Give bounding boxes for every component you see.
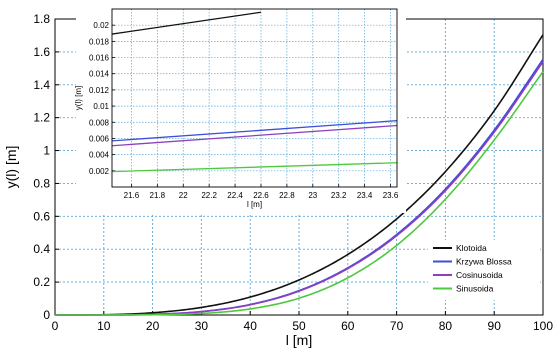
x-tick-label: 10 xyxy=(97,319,111,333)
y-tick-label: 1.6 xyxy=(33,45,50,59)
inset-x-tick-label: 22.4 xyxy=(227,191,243,200)
inset-background xyxy=(76,3,406,213)
inset-series-line-sinusoida xyxy=(112,162,397,173)
y-tick-label: 0.4 xyxy=(33,242,50,256)
legend-entry: Cosinusoida xyxy=(456,270,503,280)
y-tick-label: 0.2 xyxy=(33,275,50,289)
x-tick-label: 40 xyxy=(244,319,258,333)
x-tick-label: 0 xyxy=(52,319,59,333)
inset-y-tick-label: 0.012 xyxy=(89,86,110,95)
y-tick-label: 1.4 xyxy=(33,78,50,92)
inset-series-line-krzywa-blossa xyxy=(112,120,397,142)
inset-frame xyxy=(111,8,398,188)
inset-x-tick-label: 23.2 xyxy=(331,191,347,200)
x-axis-label: l [m] xyxy=(286,332,312,348)
inset-y-tick-label: 0.006 xyxy=(89,134,110,143)
legend: Klotoida Krzywa Blossa Cosinusoida Sinusoid… xyxy=(428,240,540,300)
inset-y-tick-label: 0.014 xyxy=(89,70,110,79)
x-tick-label: 60 xyxy=(341,319,355,333)
inset-series-line-cosinusoida xyxy=(112,124,397,147)
x-tick-label: 20 xyxy=(146,319,160,333)
y-tick-label: 0 xyxy=(43,308,50,322)
inset-y-tick-label: 0.02 xyxy=(93,21,109,30)
y-tick-label: 0.8 xyxy=(33,176,50,190)
x-tick-label: 30 xyxy=(195,319,209,333)
inset-x-tick-label: 23 xyxy=(308,191,317,200)
inset-x-tick-label: 21.6 xyxy=(124,191,140,200)
x-tick-label: 80 xyxy=(439,319,453,333)
inset-y-tick-label: 0.016 xyxy=(89,54,110,63)
inset-x-tick-label: 21.8 xyxy=(150,191,166,200)
legend-entry: Klotoida xyxy=(456,243,487,253)
inset-x-tick-label: 22.6 xyxy=(253,191,269,200)
inset-x-tick-label: 23.4 xyxy=(357,191,373,200)
x-tick-label: 100 xyxy=(533,319,553,333)
series-line-klotoida xyxy=(54,34,544,316)
inset-x-tick-label: 22.2 xyxy=(201,191,217,200)
x-tick-label: 90 xyxy=(488,319,502,333)
legend-box xyxy=(428,240,540,300)
inset-x-tick-label: 23.6 xyxy=(383,191,399,200)
inset-series-line-klotoida xyxy=(112,11,262,35)
inset-x-tick-label: 22 xyxy=(179,191,188,200)
inset-y-tick-label: 0.008 xyxy=(89,118,110,127)
x-tick-label: 50 xyxy=(292,319,306,333)
y-axis-label: y(l) [m] xyxy=(3,146,19,189)
legend-entry: Krzywa Blossa xyxy=(456,257,512,267)
inset-x-axis-label: l [m] xyxy=(247,200,262,209)
inset-y-tick-label: 0.018 xyxy=(89,37,110,46)
legend-entry: Sinusoida xyxy=(456,284,494,294)
y-tick-label: 1.2 xyxy=(33,111,50,125)
y-tick-label: 0.6 xyxy=(33,209,50,223)
x-tick-label: 70 xyxy=(390,319,404,333)
y-tick-label: 1.8 xyxy=(33,12,50,26)
y-tick-label: 1 xyxy=(43,144,50,158)
inset-y-axis-label: y(l) [m] xyxy=(74,86,83,110)
series-line-sinusoida xyxy=(55,71,544,316)
inset-plot: 21.6 21.8 22 22.2 22.4 22.6 22.8 23 23.2 23.4 23.6… xyxy=(74,8,399,209)
inset-y-tick-label: 0.002 xyxy=(89,167,110,176)
inset-x-tick-label: 22.8 xyxy=(279,191,295,200)
inset-y-tick-label: 0.01 xyxy=(93,102,109,111)
inset-y-tick-label: 0.004 xyxy=(89,151,110,160)
